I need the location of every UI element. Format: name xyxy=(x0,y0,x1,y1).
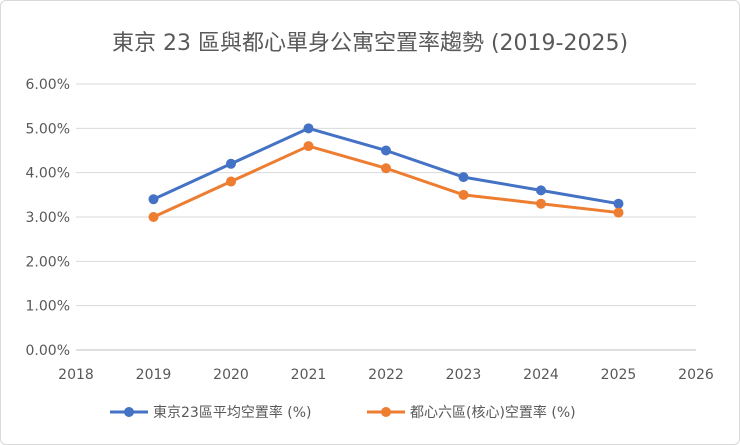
data-point-1-2022[interactable] xyxy=(381,163,391,174)
legend: 東京23區平均空置率 (%) 都心六區(核心)空置率 (%) xyxy=(110,404,576,421)
x-tick-label: 2026 xyxy=(678,367,714,383)
y-tick-label: 0.00% xyxy=(26,343,70,359)
data-point-0-2024[interactable] xyxy=(536,185,546,196)
x-tick-label: 2025 xyxy=(601,367,637,383)
series-group xyxy=(148,123,624,222)
series-line-1 xyxy=(152,144,619,219)
y-tick-label: 1.00% xyxy=(26,299,70,315)
legend-item-tokyo23[interactable]: 東京23區平均空置率 (%) xyxy=(110,404,312,421)
y-tick-label: 5.00% xyxy=(26,121,70,137)
x-tick-label: 2021 xyxy=(291,367,327,383)
data-point-1-2025[interactable] xyxy=(613,207,624,218)
y-tick-label: 6.00% xyxy=(26,77,70,93)
data-point-1-2021[interactable] xyxy=(303,141,314,152)
legend-item-central6[interactable]: 都心六區(核心)空置率 (%) xyxy=(367,404,576,421)
chart-title: 東京 23 區與都心單身公寓空置率趨勢 (2019-2025) xyxy=(112,31,628,56)
data-point-1-2024[interactable] xyxy=(536,198,546,209)
legend-label-tokyo23: 東京23區平均空置率 (%) xyxy=(153,404,312,421)
y-axis-ticks: 0.00% 1.00% 2.00% 3.00% 4.00% 5.00% 6.00% xyxy=(26,77,70,359)
data-point-0-2021[interactable] xyxy=(303,123,314,134)
gridlines xyxy=(76,83,696,351)
y-tick-label: 2.00% xyxy=(26,254,70,270)
x-tick-label: 2018 xyxy=(58,367,94,383)
x-tick-label: 2024 xyxy=(523,367,559,383)
data-point-0-2023[interactable] xyxy=(458,172,469,183)
legend-label-central6: 都心六區(核心)空置率 (%) xyxy=(410,404,576,421)
data-point-1-2023[interactable] xyxy=(458,189,469,200)
x-tick-label: 2020 xyxy=(213,367,249,383)
data-point-1-2020[interactable] xyxy=(226,176,236,187)
y-tick-label: 3.00% xyxy=(26,210,70,226)
x-tick-label: 2022 xyxy=(368,367,404,383)
data-point-1-2019[interactable] xyxy=(148,212,159,222)
data-point-0-2025[interactable] xyxy=(613,198,624,209)
x-axis-ticks: 2018 2019 2020 2021 2022 2023 2024 2025 2026 xyxy=(58,367,714,383)
data-point-0-2022[interactable] xyxy=(381,145,391,156)
data-point-0-2020[interactable] xyxy=(226,158,236,169)
x-tick-label: 2019 xyxy=(136,367,172,383)
x-tick-label: 2023 xyxy=(446,367,482,383)
data-point-0-2019[interactable] xyxy=(148,194,159,205)
y-tick-label: 4.00% xyxy=(26,166,70,182)
